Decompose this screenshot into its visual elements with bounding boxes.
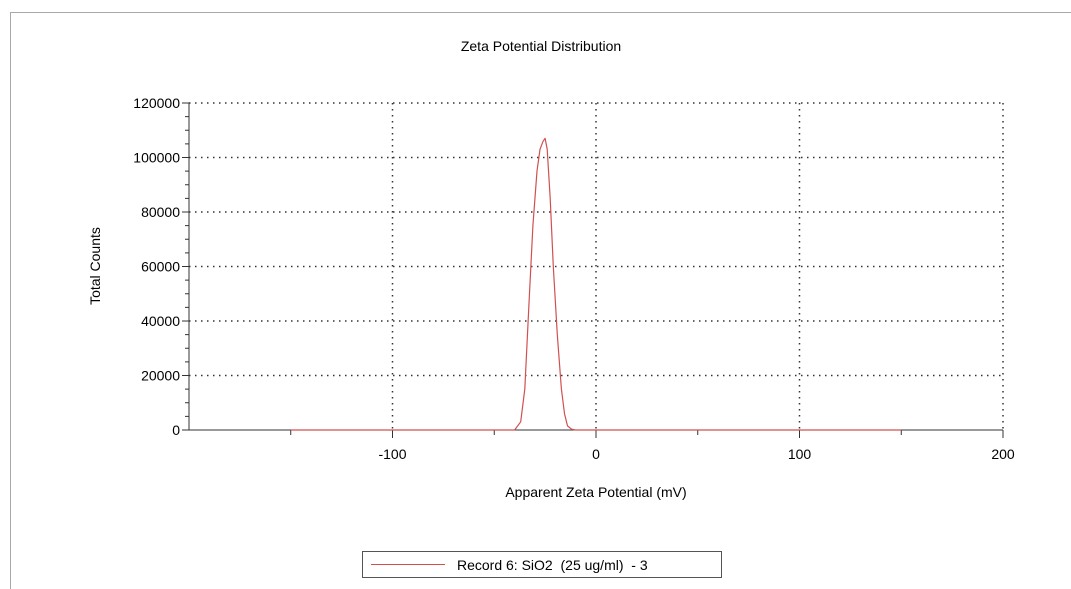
x-tick-label: 0 <box>592 446 600 462</box>
x-axis-label: Apparent Zeta Potential (mV) <box>505 484 686 500</box>
chart-title: Zeta Potential Distribution <box>461 38 621 54</box>
y-tick-label: 20000 <box>141 368 180 384</box>
series-group <box>290 137 902 431</box>
y-tick-label: 100000 <box>133 150 180 166</box>
y-tick-label: 0 <box>172 422 180 438</box>
y-tick-label: 80000 <box>141 204 180 220</box>
legend-label: Record 6: SiO2 (25 ug/ml) - 3 <box>457 557 648 573</box>
y-tick-label: 120000 <box>133 95 180 111</box>
series-line-0 <box>290 137 902 431</box>
y-tick-label: 60000 <box>141 259 180 275</box>
x-tick-label: 100 <box>788 446 812 462</box>
grid <box>189 102 1004 430</box>
legend-swatch <box>371 564 445 565</box>
ticks: 0 20000 40000 60000 80000 100000 120000 -100 0 10… <box>133 95 1015 462</box>
x-tick-label: 200 <box>991 446 1015 462</box>
chart-frame <box>10 12 1071 589</box>
x-tick-label: -100 <box>378 446 406 462</box>
y-axis-label: Total Counts <box>87 227 103 305</box>
legend: Record 6: SiO2 (25 ug/ml) - 3 <box>362 551 722 578</box>
y-tick-label: 40000 <box>141 313 180 329</box>
